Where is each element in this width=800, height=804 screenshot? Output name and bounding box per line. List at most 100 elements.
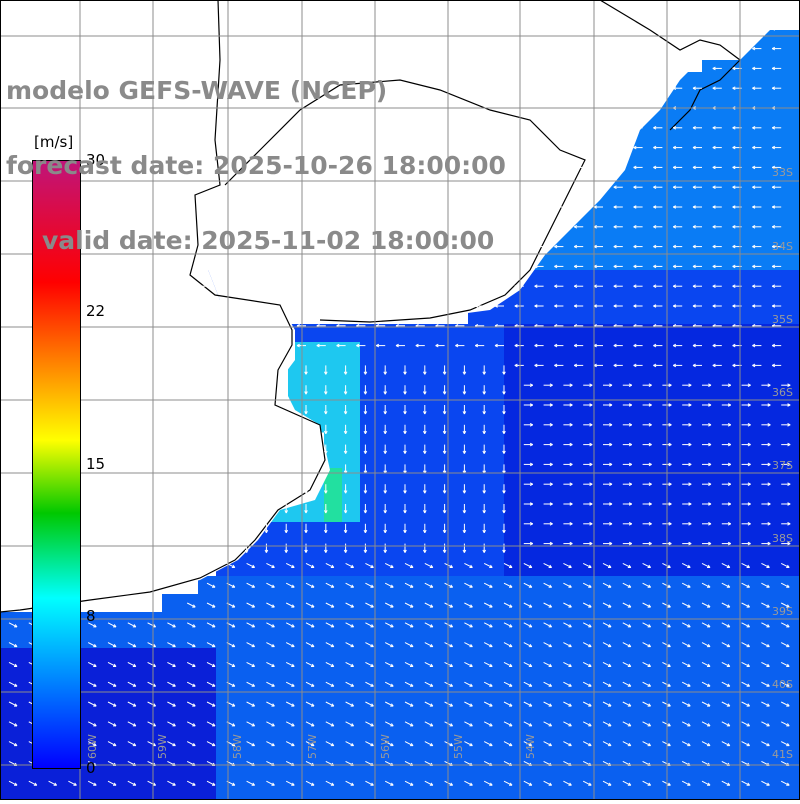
wind-arrow-head: [633, 224, 637, 229]
wind-arrow-head: [469, 723, 473, 727]
wind-speed-cell: [612, 612, 631, 631]
wind-speed-cell: [702, 144, 721, 163]
wind-speed-cell: [198, 792, 217, 804]
wind-speed-cell: [648, 558, 667, 577]
wind-arrow-head: [383, 411, 388, 415]
wind-speed-cell: [0, 720, 19, 739]
wind-arrow-head: [647, 663, 652, 667]
wind-arrow-head: [771, 224, 776, 229]
wind-arrow-head: [192, 703, 196, 707]
wind-speed-cell: [738, 720, 757, 739]
wind-speed-cell: [126, 720, 145, 739]
wind-arrow: [8, 780, 18, 786]
wind-speed-cell: [0, 792, 19, 804]
wind-speed-cell: [594, 738, 613, 757]
wind-speed-cell: [540, 504, 559, 523]
wind-arrow-head: [766, 782, 770, 786]
wind-speed-cell: [648, 522, 667, 541]
wind-arrow: [681, 780, 691, 786]
wind-speed-cell: [756, 612, 775, 631]
wind-arrow-head: [727, 403, 732, 407]
wind-speed-cell: [558, 432, 577, 451]
wind-arrow: [780, 741, 790, 747]
wind-arrow-head: [608, 663, 612, 667]
wind-arrow-head: [727, 502, 732, 506]
wind-arrow-head: [284, 529, 289, 534]
wind-speed-cell: [756, 666, 775, 685]
wind-arrow: [563, 741, 572, 747]
wind-speed-cell: [342, 576, 361, 595]
wind-speed-cell: [756, 360, 775, 379]
wind-arrow-head: [653, 125, 657, 130]
wind-arrow-head: [192, 782, 196, 786]
wind-arrow: [365, 582, 374, 588]
wind-speed-cell: [162, 666, 181, 685]
wind-speed-cell: [0, 684, 19, 703]
wind-arrow-head: [747, 521, 751, 526]
wind-speed-cell: [720, 684, 739, 703]
wind-arrow-head: [172, 643, 176, 648]
wind-arrow-head: [708, 462, 712, 467]
wind-speed-cell: [684, 180, 703, 199]
wind-arrow-head: [350, 604, 355, 608]
wind-speed-cell: [576, 288, 595, 307]
wind-arrow: [780, 602, 790, 608]
wind-speed-cell: [396, 450, 415, 469]
wind-speed-cell: [180, 702, 199, 721]
wind-arrow-head: [771, 66, 776, 71]
wind-speed-cell: [360, 378, 379, 397]
wind-speed-cell: [522, 540, 541, 559]
wind-speed-cell: [504, 396, 523, 415]
wind-speed-cell: [684, 396, 703, 415]
wind-arrow-head: [482, 430, 487, 435]
wind-arrow-head: [726, 742, 731, 747]
wind-speed-cell: [684, 162, 703, 181]
wind-arrow-head: [568, 723, 572, 727]
wind-arrow-head: [93, 683, 97, 687]
wind-speed-cell: [450, 558, 469, 577]
wind-arrow: [305, 681, 315, 687]
wind-arrow-head: [589, 482, 593, 487]
wind-arrow-head: [668, 442, 672, 447]
wind-speed-cell: [432, 414, 451, 433]
wind-arrow: [8, 721, 18, 727]
wind-arrow-head: [752, 66, 756, 71]
wind-speed-cell: [360, 702, 379, 721]
wind-arrow: [681, 622, 691, 628]
wind-speed-cell: [234, 720, 253, 739]
wind-speed-cell: [324, 720, 343, 739]
wind-arrow: [186, 681, 196, 687]
lat-label-36s: 36S: [772, 386, 793, 399]
wind-arrow-head: [291, 643, 295, 648]
wind-arrow-head: [271, 742, 275, 747]
wind-speed-cell: [180, 684, 199, 703]
wind-arrow-head: [653, 165, 657, 170]
wind-speed-cell: [756, 36, 775, 55]
wind-speed-cell: [720, 540, 739, 559]
wind-arrow-head: [442, 391, 447, 395]
wind-arrow-head: [291, 584, 295, 588]
wind-arrow-head: [707, 643, 711, 648]
wind-speed-cell: [486, 504, 505, 523]
wind-speed-cell: [360, 792, 379, 804]
wind-speed-cell: [774, 414, 793, 433]
wind-arrow-head: [113, 624, 117, 628]
wind-arrow-head: [573, 205, 578, 209]
wind-speed-cell: [324, 792, 343, 804]
wind-arrow-head: [375, 343, 380, 348]
wind-arrow-head: [429, 703, 434, 707]
wind-arrow: [741, 721, 750, 727]
wind-arrow: [503, 602, 513, 608]
wind-arrow-head: [548, 742, 553, 747]
wind-speed-cell: [324, 324, 343, 343]
wind-arrow-head: [528, 584, 533, 588]
wind-arrow-head: [284, 510, 289, 514]
wind-speed-cell: [702, 522, 721, 541]
wind-arrow-head: [172, 723, 176, 727]
wind-speed-cell: [414, 612, 433, 631]
wind-speed-cell: [702, 684, 721, 703]
wind-speed-cell: [756, 270, 775, 289]
wind-speed-cell: [684, 792, 703, 804]
wind-speed-cell: [360, 486, 379, 505]
wind-speed-cell: [594, 666, 613, 685]
